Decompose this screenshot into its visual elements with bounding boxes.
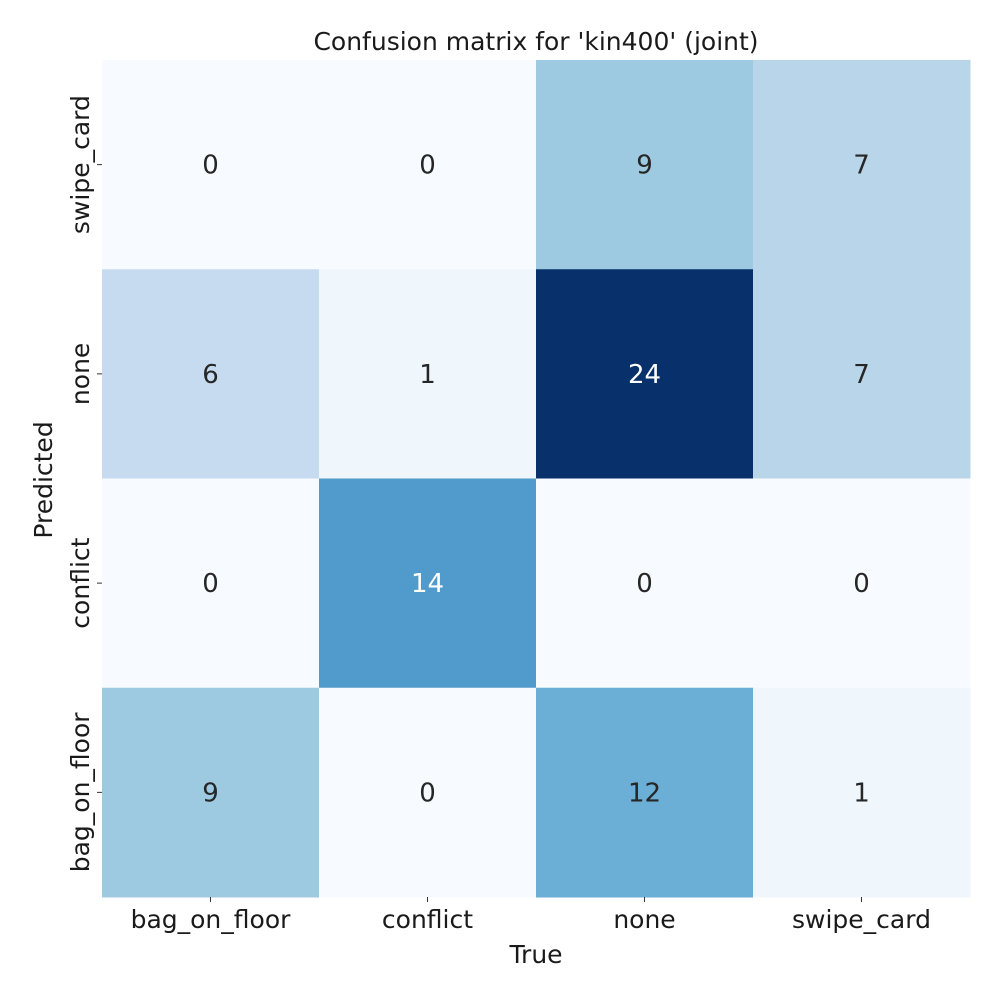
heatmap-cell-r2-c1 [319, 478, 537, 689]
heatmap-cell-r0-c2 [536, 60, 754, 270]
cell-value-label-r2-c1: 14 [411, 569, 444, 599]
cell-value-label-r0-c3: 7 [853, 151, 870, 181]
cell-value-label-r1-c0: 6 [202, 360, 219, 390]
x-axis-ticks: bag_on_floor conflict none swipe_card [131, 897, 931, 934]
cell-value-label-r3-c2: 12 [628, 778, 661, 808]
cell-value-label-r0-c0: 0 [202, 151, 219, 181]
cell-value-label-r2-c3: 0 [853, 569, 870, 599]
heatmap-cell-r2-c2 [536, 478, 754, 689]
cell-value-label-r2-c2: 0 [636, 569, 653, 599]
x-tick-label-0: bag_on_floor [131, 905, 292, 934]
heatmap-cell-r3-c3 [753, 687, 971, 898]
cell-value-label-r3-c0: 9 [202, 778, 219, 808]
heatmap-cells: 0 0 9 7 6 1 24 7 0 14 0 0 9 0 12 1 [102, 60, 971, 898]
y-tick-label-2: conflict [66, 537, 95, 628]
cell-value-label-r1-c3: 7 [853, 360, 870, 390]
heatmap-cell-r1-c1 [319, 269, 537, 479]
cell-value-label-r3-c1: 0 [419, 778, 436, 808]
heatmap-cell-r2-c0 [102, 478, 320, 689]
x-tick-label-2: none [613, 905, 675, 934]
cell-value-label-r0-c1: 0 [419, 151, 436, 181]
cell-value-label-r1-c1: 1 [419, 360, 436, 390]
cell-value-label-r2-c0: 0 [202, 569, 219, 599]
heatmap-cell-r3-c0 [102, 687, 320, 898]
x-tick-label-3: swipe_card [792, 905, 931, 934]
heatmap-cell-r1-c0 [102, 269, 320, 479]
heatmap-cell-r1-c3 [753, 269, 971, 479]
heatmap-cell-r0-c0 [102, 60, 320, 270]
x-axis-label: True [508, 940, 562, 969]
y-axis-label: Predicted [29, 421, 58, 538]
heatmap-cell-r3-c1 [319, 687, 537, 898]
heatmap-cell-r0-c1 [319, 60, 537, 270]
heatmap-cell-r1-c2 [536, 269, 754, 479]
y-tick-label-0: swipe_card [66, 95, 95, 234]
cell-value-label-r0-c2: 9 [636, 151, 653, 181]
y-tick-label-1: none [66, 343, 95, 405]
heatmap-cell-r3-c2 [536, 687, 754, 898]
heatmap-cell-r2-c3 [753, 478, 971, 689]
x-tick-label-1: conflict [382, 905, 473, 934]
y-tick-label-3: bag_on_floor [66, 712, 95, 873]
cell-value-label-r3-c3: 1 [853, 778, 870, 808]
cell-value-label-r1-c2: 24 [628, 360, 661, 390]
heatmap-cell-r0-c3 [753, 60, 971, 270]
chart-title: Confusion matrix for 'kin400' (joint) [313, 27, 758, 56]
